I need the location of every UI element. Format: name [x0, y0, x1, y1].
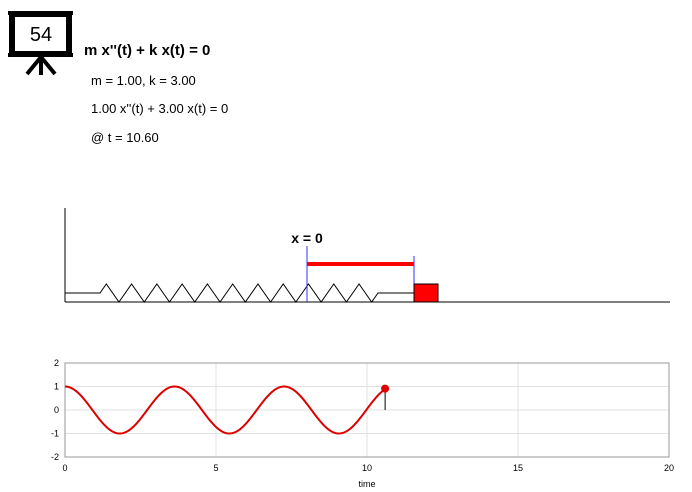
plot-frame [64, 362, 670, 458]
slide-number: 54 [30, 24, 52, 46]
equilibrium-label: x = 0 [291, 230, 323, 246]
mass-block [413, 283, 439, 303]
equation-instance: 1.00 x''(t) + 3.00 x(t) = 0 [91, 101, 229, 116]
presentation-screen-icon: 54 [8, 11, 73, 76]
x-tick-label: 5 [213, 463, 218, 473]
parameters-text: m = 1.00, k = 3.00 [91, 73, 196, 88]
x-tick-label: 15 [513, 463, 523, 473]
displacement-curve [64, 385, 386, 435]
x-tick-label: 20 [664, 463, 674, 473]
spring-mass-diagram: x = 0 [64, 208, 670, 303]
spring [65, 283, 414, 303]
y-tick-label: 2 [54, 358, 59, 368]
y-tick-label: -1 [51, 429, 59, 439]
equation-title: m x''(t) + k x(t) = 0 [84, 42, 211, 59]
x-axis-label: time [358, 479, 375, 489]
time-readout: @ t = 10.60 [91, 130, 159, 145]
y-tick-label: -2 [51, 452, 59, 462]
y-tick-label: 1 [54, 382, 59, 392]
x-tick-label: 10 [362, 463, 372, 473]
y-tick-label: 0 [54, 405, 59, 415]
current-point-marker [381, 384, 390, 393]
x-tick-label: 0 [62, 463, 67, 473]
